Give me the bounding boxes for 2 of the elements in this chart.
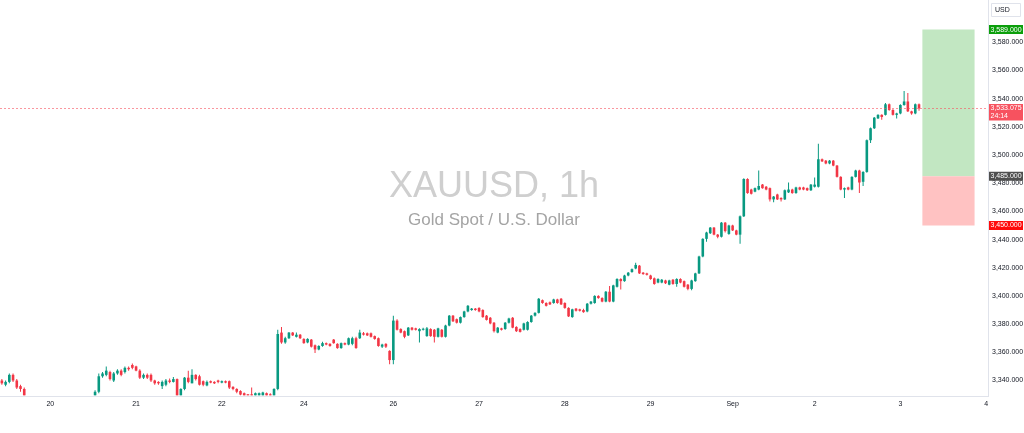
candlestick xyxy=(619,278,623,290)
text: Gold Spot / U.S. Dollar xyxy=(408,209,581,229)
